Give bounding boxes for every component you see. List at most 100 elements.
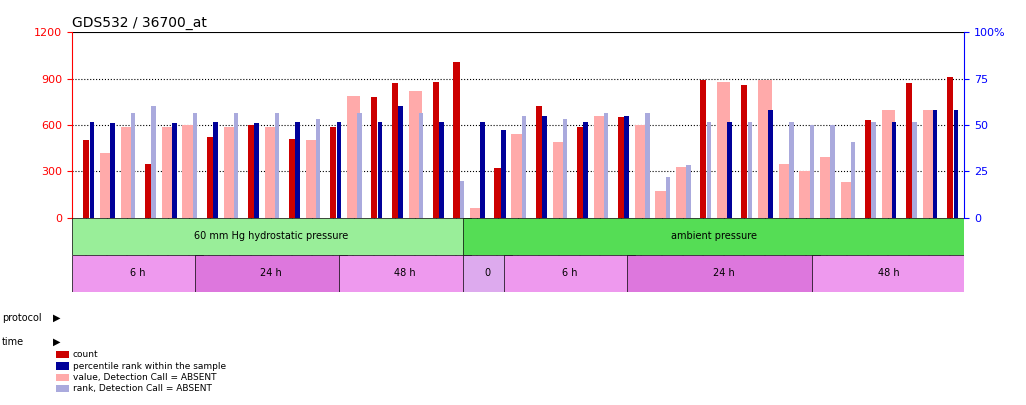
Bar bbox=[666, 177, 670, 217]
Bar bbox=[89, 122, 94, 217]
Bar bbox=[247, 125, 253, 217]
Text: 24 h: 24 h bbox=[261, 268, 282, 278]
Bar bbox=[892, 122, 897, 217]
Bar bbox=[542, 116, 547, 217]
Text: GDS532 / 36700_at: GDS532 / 36700_at bbox=[72, 16, 206, 30]
Bar bbox=[922, 109, 936, 217]
Text: count: count bbox=[73, 350, 98, 359]
Bar bbox=[254, 124, 259, 217]
Bar bbox=[378, 122, 382, 217]
Bar bbox=[947, 77, 953, 217]
Bar bbox=[562, 119, 567, 217]
Text: 0: 0 bbox=[484, 268, 490, 278]
Bar bbox=[433, 82, 439, 217]
Bar bbox=[840, 182, 854, 217]
Bar bbox=[748, 122, 752, 217]
Bar bbox=[779, 164, 792, 217]
Bar bbox=[195, 255, 348, 292]
Bar bbox=[234, 113, 238, 217]
Bar bbox=[463, 255, 512, 292]
Bar bbox=[172, 124, 176, 217]
Bar bbox=[851, 142, 856, 217]
Bar bbox=[72, 217, 471, 255]
Bar bbox=[645, 113, 649, 217]
Bar bbox=[813, 255, 964, 292]
Bar bbox=[741, 85, 748, 217]
Bar bbox=[820, 158, 833, 217]
Bar bbox=[213, 122, 218, 217]
Bar bbox=[337, 122, 341, 217]
Text: rank, Detection Call = ABSENT: rank, Detection Call = ABSENT bbox=[73, 384, 211, 393]
Bar bbox=[656, 191, 669, 217]
Text: 24 h: 24 h bbox=[713, 268, 735, 278]
Bar bbox=[676, 166, 689, 217]
Bar bbox=[206, 137, 212, 217]
Bar bbox=[686, 165, 690, 217]
Bar bbox=[707, 122, 711, 217]
Bar bbox=[347, 96, 360, 217]
Bar bbox=[871, 122, 876, 217]
Bar bbox=[357, 113, 361, 217]
Bar bbox=[881, 109, 895, 217]
Bar bbox=[501, 130, 506, 217]
Bar bbox=[463, 217, 964, 255]
Bar bbox=[700, 80, 706, 217]
Bar bbox=[511, 134, 525, 217]
Text: 6 h: 6 h bbox=[562, 268, 578, 278]
Bar bbox=[265, 126, 278, 217]
Bar bbox=[121, 126, 134, 217]
Bar bbox=[193, 113, 197, 217]
Bar bbox=[275, 113, 279, 217]
Bar bbox=[584, 122, 588, 217]
Text: ▶: ▶ bbox=[53, 337, 61, 347]
Bar bbox=[635, 125, 648, 217]
Text: 48 h: 48 h bbox=[877, 268, 899, 278]
Bar bbox=[865, 120, 871, 217]
Bar bbox=[152, 107, 156, 217]
Bar bbox=[768, 109, 773, 217]
Bar bbox=[330, 126, 337, 217]
Bar bbox=[295, 122, 300, 217]
Bar bbox=[912, 122, 917, 217]
Bar bbox=[627, 255, 821, 292]
Text: time: time bbox=[2, 337, 25, 347]
Bar bbox=[439, 122, 444, 217]
Bar bbox=[460, 181, 465, 217]
Text: protocol: protocol bbox=[2, 313, 42, 323]
Text: ▶: ▶ bbox=[53, 313, 61, 323]
Bar bbox=[110, 124, 115, 217]
Bar bbox=[453, 62, 460, 217]
Bar bbox=[398, 107, 403, 217]
Bar bbox=[83, 141, 89, 217]
Bar bbox=[727, 122, 732, 217]
Bar bbox=[470, 208, 483, 217]
Text: 48 h: 48 h bbox=[394, 268, 416, 278]
Bar bbox=[618, 117, 624, 217]
Bar bbox=[162, 126, 175, 217]
Text: value, Detection Call = ABSENT: value, Detection Call = ABSENT bbox=[73, 373, 216, 382]
Bar bbox=[419, 113, 424, 217]
Bar bbox=[392, 83, 398, 217]
Bar bbox=[830, 125, 835, 217]
Text: ambient pressure: ambient pressure bbox=[671, 231, 756, 241]
Bar bbox=[371, 97, 378, 217]
Bar bbox=[604, 113, 608, 217]
Bar bbox=[131, 113, 135, 217]
Bar bbox=[536, 107, 542, 217]
Bar bbox=[480, 122, 485, 217]
Bar bbox=[340, 255, 471, 292]
Bar bbox=[789, 122, 793, 217]
Text: 6 h: 6 h bbox=[130, 268, 146, 278]
Bar bbox=[953, 109, 958, 217]
Bar bbox=[316, 119, 320, 217]
Bar bbox=[504, 255, 635, 292]
Text: percentile rank within the sample: percentile rank within the sample bbox=[73, 362, 226, 371]
Bar bbox=[577, 126, 583, 217]
Bar bbox=[224, 126, 237, 217]
Bar bbox=[521, 116, 526, 217]
Bar bbox=[72, 255, 203, 292]
Text: 60 mm Hg hydrostatic pressure: 60 mm Hg hydrostatic pressure bbox=[194, 231, 349, 241]
Bar bbox=[288, 139, 295, 217]
Bar bbox=[810, 125, 814, 217]
Bar bbox=[594, 116, 607, 217]
